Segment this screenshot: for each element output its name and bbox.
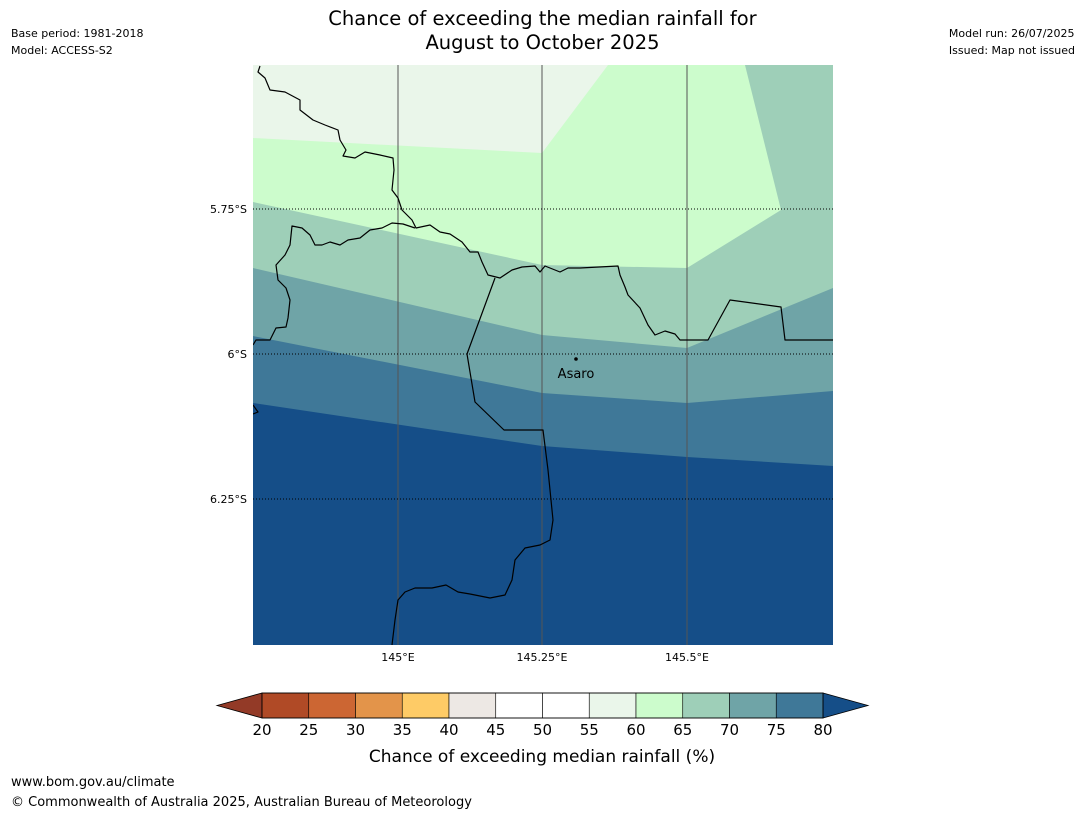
colorbar-tick-label: 50: [533, 721, 552, 739]
issued-status: Issued: Map not issued: [948, 44, 1075, 57]
colorbar-tick-label: 80: [813, 721, 832, 739]
footer-url: www.bom.gov.au/climate: [11, 775, 175, 790]
parallels: [253, 208, 833, 500]
model-run: Model run: 26/07/2025: [948, 27, 1075, 40]
lon-label-145: 145°E: [381, 651, 414, 664]
colorbar-cell: [635, 692, 684, 719]
lon-label-145-5: 145.5°E: [665, 651, 709, 664]
title-line-1: Chance of exceeding the median rainfall …: [328, 7, 757, 30]
colorbar-frame: [261, 692, 824, 719]
colorbar-cell: [729, 692, 777, 719]
colorbar-tick-label: 25: [299, 721, 318, 739]
colorbar-cell: [355, 692, 403, 719]
base-period: Base period: 1981-2018: [11, 27, 144, 40]
colorbar-cell: [682, 692, 730, 719]
footer-copyright: © Commonwealth of Australia 2025, Austra…: [11, 795, 472, 810]
colorbar-tick-label: 30: [346, 721, 365, 739]
province-line: [391, 277, 554, 645]
colorbar-cell: [401, 692, 450, 719]
asaro-label: Asaro: [558, 367, 595, 382]
colorbar-cell: [448, 692, 497, 719]
lat-labels: 5.75°S 6°S 6.25°S: [210, 203, 247, 506]
colorbar-over-triangle: [822, 692, 870, 719]
colorbar-tick-label: 40: [439, 721, 458, 739]
colorbar-under-triangle: [215, 692, 263, 719]
lon-label-145-25: 145.25°E: [517, 651, 568, 664]
colorbar-cells: [261, 692, 824, 719]
lat-label-6-25: 6.25°S: [210, 493, 247, 506]
edge-boundary: [253, 404, 259, 415]
colorbar-tick-label: 55: [580, 721, 599, 739]
model-name: Model: ACCESS-S2: [11, 44, 113, 57]
colorbar-cell: [261, 692, 310, 719]
colorbar-cell: [542, 692, 590, 719]
colorbar-cell: [775, 692, 824, 719]
colorbar-ticks: 20 25 30 35 40 45 50 55 60 65 70 75 80: [252, 721, 832, 739]
colorbar-tick-label: 60: [626, 721, 645, 739]
map-area: [253, 65, 833, 645]
colorbar-cell: [308, 692, 356, 719]
colorbar-tick-label: 75: [767, 721, 786, 739]
northern-boundary: [257, 65, 833, 341]
colorbar-tick-label: 45: [486, 721, 505, 739]
colorbar-tick-label: 70: [720, 721, 739, 739]
map-title: Chance of exceeding the median rainfall …: [0, 7, 1085, 55]
colorbar-label: Chance of exceeding median rainfall (%): [369, 747, 715, 767]
boundary-lines: [253, 65, 833, 645]
colorbar: 20 25 30 35 40 45 50 55 60 65 70 75 80 Chance of exc…: [215, 692, 870, 767]
lon-labels: 145°E 145.25°E 145.5°E: [381, 651, 709, 664]
colorbar-tick-label: 35: [393, 721, 412, 739]
title-line-2: August to October 2025: [425, 31, 660, 54]
meridians: [397, 65, 688, 645]
lat-label-6: 6°S: [228, 348, 247, 361]
asaro-point: [574, 357, 578, 361]
colorbar-tick-label: 65: [673, 721, 692, 739]
meta-right: Model run: 26/07/2025 Issued: Map not is…: [949, 25, 1075, 59]
colorbar-cell: [588, 692, 637, 719]
colorbar-cell: [495, 692, 543, 719]
colorbar-tick-label: 20: [252, 721, 271, 739]
place-asaro: Asaro: [558, 357, 595, 382]
lat-label-5-75: 5.75°S: [210, 203, 247, 216]
meta-left: Base period: 1981-2018 Model: ACCESS-S2: [11, 25, 143, 59]
southern-boundary: [253, 222, 416, 346]
